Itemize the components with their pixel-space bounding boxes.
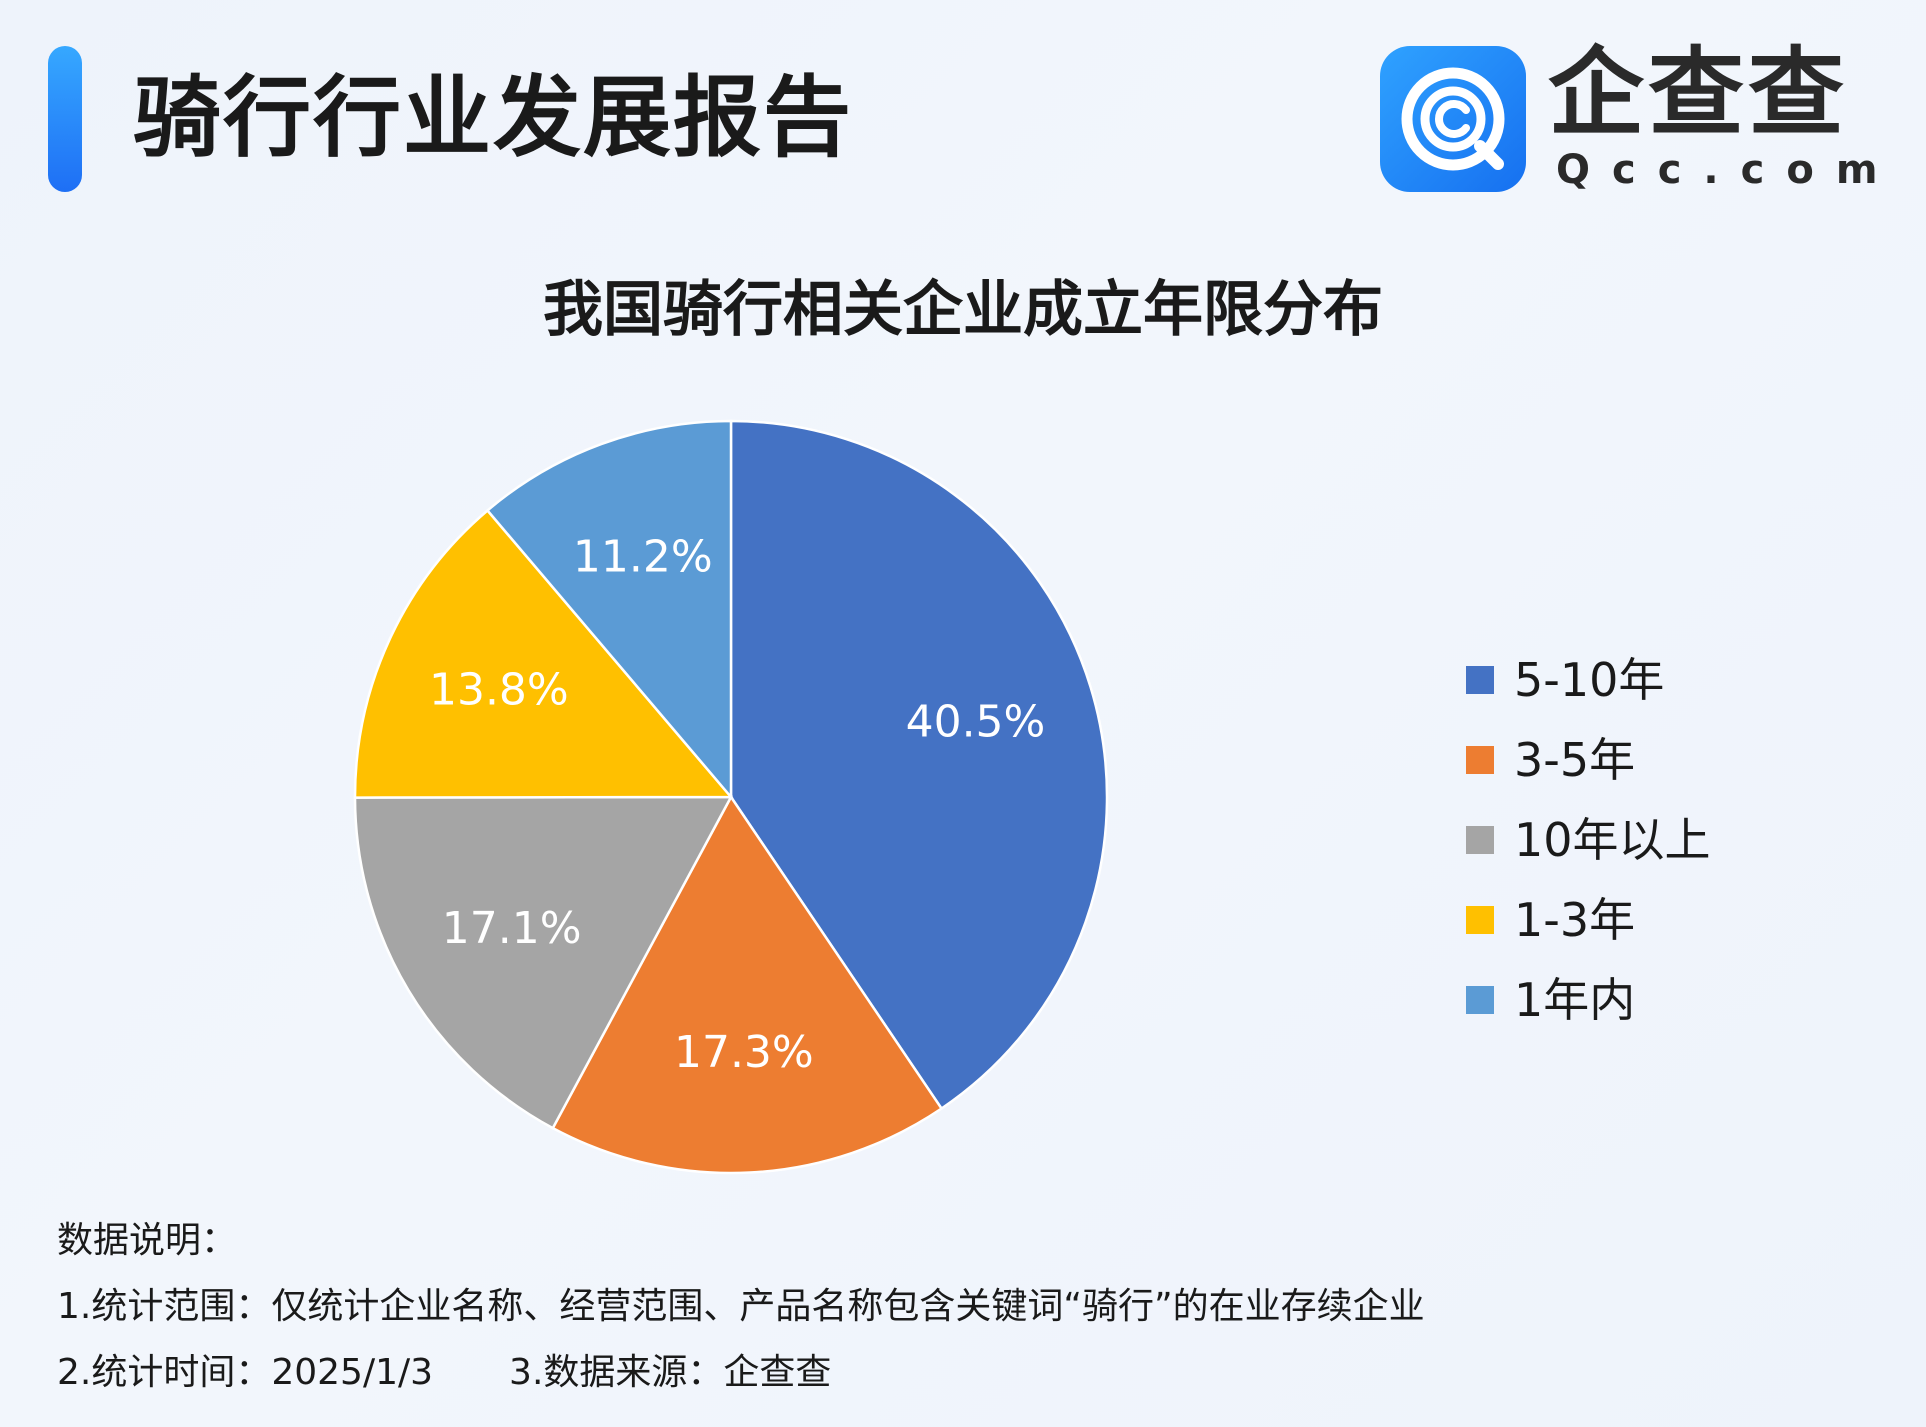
data-notes: 数据说明： 1.统计范围：仅统计企业名称、经营范围、产品名称包含关键词“骑行”的… bbox=[57, 1208, 1425, 1406]
pie-slice-label-4: 11.2% bbox=[573, 532, 713, 583]
notes-heading: 数据说明： bbox=[57, 1220, 238, 1261]
title-accent-bar bbox=[48, 46, 82, 192]
legend-swatch bbox=[1466, 746, 1494, 774]
report-title: 骑行行业发展报告 bbox=[133, 66, 854, 169]
legend-swatch bbox=[1466, 906, 1494, 934]
legend-label: 5-10年 bbox=[1514, 653, 1665, 707]
pie-slice-3 bbox=[353, 508, 734, 799]
notes-source: 3.数据来源：企查查 bbox=[509, 1352, 832, 1393]
legend-label: 1年内 bbox=[1514, 973, 1636, 1027]
pie-slice-2 bbox=[353, 795, 734, 1130]
logo-domain: Qcc.com bbox=[1556, 147, 1900, 193]
legend-item-0: 5-10年 bbox=[1466, 640, 1711, 720]
chart-title: 我国骑行相关企业成立年限分布 bbox=[543, 275, 1383, 345]
legend-item-1: 3-5年 bbox=[1466, 720, 1711, 800]
pie-slice-label-1: 17.3% bbox=[674, 1027, 814, 1078]
notes-time-source: 2.统计时间：2025/1/3 3.数据来源：企查查 bbox=[57, 1340, 1425, 1406]
legend-label: 1-3年 bbox=[1514, 893, 1636, 947]
pie-slice-label-2: 17.1% bbox=[442, 903, 582, 954]
chart-legend: 5-10年 3-5年 10年以上 1-3年 1年内 bbox=[1466, 640, 1711, 1040]
qcc-logo: 企查查 Qcc.com bbox=[1380, 38, 1878, 196]
logo-name: 企查查 bbox=[1548, 37, 1848, 149]
legend-label: 3-5年 bbox=[1514, 733, 1636, 787]
pie-slice-label-0: 40.5% bbox=[906, 697, 1046, 748]
qcc-logo-icon bbox=[1380, 46, 1526, 192]
legend-swatch bbox=[1466, 826, 1494, 854]
legend-swatch bbox=[1466, 986, 1494, 1014]
notes-scope: 1.统计范围：仅统计企业名称、经营范围、产品名称包含关键词“骑行”的在业存续企业 bbox=[57, 1286, 1425, 1327]
pie-slice-4 bbox=[485, 419, 733, 801]
pie-slice-0 bbox=[729, 419, 1109, 1111]
legend-item-2: 10年以上 bbox=[1466, 800, 1711, 880]
legend-item-4: 1年内 bbox=[1466, 960, 1711, 1040]
notes-time: 2.统计时间：2025/1/3 bbox=[57, 1352, 434, 1393]
legend-label: 10年以上 bbox=[1514, 813, 1711, 867]
pie-slice-label-3: 13.8% bbox=[429, 664, 569, 715]
legend-swatch bbox=[1466, 666, 1494, 694]
legend-item-3: 1-3年 bbox=[1466, 880, 1711, 960]
pie-slice-1 bbox=[551, 794, 944, 1175]
